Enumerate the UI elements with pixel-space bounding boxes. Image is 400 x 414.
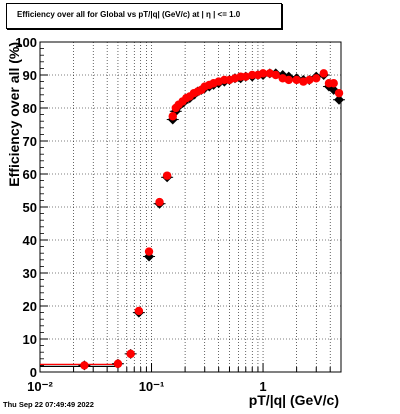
- y-tick-label: 90: [23, 68, 37, 83]
- data-point-red: [305, 75, 314, 85]
- y-tick-label: 20: [23, 299, 37, 314]
- timestamp: Thu Sep 22 07:49:49 2022: [3, 400, 94, 409]
- x-axis-label: pT/|q| (GeV/c): [249, 392, 339, 408]
- y-tick-label: 80: [23, 101, 37, 116]
- data-point-red: [155, 197, 164, 207]
- data-point-red: [168, 112, 177, 121]
- data-point-red: [319, 69, 328, 78]
- data-point-red: [162, 171, 172, 180]
- y-tick-label: 40: [23, 233, 37, 248]
- grid: [40, 42, 341, 372]
- x-tick-label: 10⁻²: [27, 379, 53, 394]
- y-tick-label: 50: [23, 200, 37, 215]
- data-point-red: [312, 74, 321, 83]
- data-point-red: [134, 306, 144, 316]
- x-tick-label: 1: [259, 379, 266, 394]
- data-point-red: [126, 349, 135, 359]
- data-point-red: [113, 359, 123, 368]
- y-tick-label: 60: [23, 167, 37, 182]
- axes: 0 10 20 30 40 50 60 70 80 90 100 10⁻² 10⁻¹ 1: [15, 35, 342, 394]
- data-point-red: [144, 247, 154, 256]
- y-tick-label: 70: [23, 134, 37, 149]
- y-tick-label: 100: [15, 35, 37, 50]
- data-point-red: [292, 75, 301, 85]
- data-point-red: [284, 75, 293, 85]
- x-tick-label: 10⁻¹: [139, 379, 165, 394]
- data-point-red: [80, 361, 89, 370]
- y-tick-label: 30: [23, 266, 37, 281]
- data-point-black: [334, 94, 345, 105]
- y-tick-label: 0: [30, 365, 37, 380]
- chart-title: Efficiency over all for Global vs pT/|q|…: [17, 10, 241, 19]
- y-tick-label: 10: [23, 332, 37, 347]
- data-point-red: [258, 69, 268, 78]
- data-points: [40, 68, 346, 371]
- data-point-red: [334, 88, 344, 98]
- data-point-red: [241, 72, 250, 81]
- data-point-red: [329, 79, 338, 88]
- data-point-red: [271, 70, 280, 80]
- y-axis-label: Efficiency over all (%): [6, 42, 22, 187]
- chart-title-box: Efficiency over all for Global vs pT/|q|…: [6, 3, 282, 29]
